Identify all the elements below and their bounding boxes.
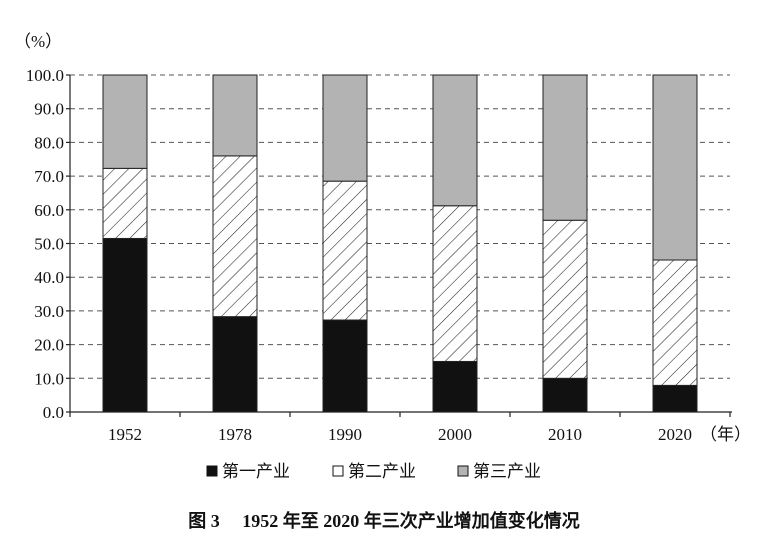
- figure-label: 图 3: [188, 511, 220, 531]
- legend-marker-primary: [206, 465, 218, 477]
- grid-lines: [70, 74, 730, 379]
- bar-1978-series-2: [212, 155, 258, 318]
- y-tick-label: 10.0: [34, 369, 64, 388]
- bar-1990-series-2: [322, 180, 368, 321]
- bar-1978-series-3: [212, 74, 258, 157]
- bar-1952-series-3: [102, 74, 148, 169]
- legend-item-tertiary: 第三产业: [457, 462, 541, 481]
- legend-label-secondary: 第二产业: [348, 462, 416, 481]
- y-tick-label: 0.0: [43, 403, 64, 422]
- axes: [66, 74, 732, 417]
- legend-item-primary: 第一产业: [206, 462, 290, 481]
- legend-label-primary: 第一产业: [222, 462, 290, 481]
- x-unit-label: （年）: [700, 425, 751, 444]
- bar-2020-series-1: [652, 384, 698, 413]
- figure-title: 1952 年至 2020 年三次产业增加值变化情况: [242, 510, 580, 531]
- bar-1990-series-1: [322, 319, 368, 413]
- bar-2010-series-1: [542, 377, 588, 413]
- bars: [102, 74, 698, 413]
- bar-2020-series-2: [652, 259, 698, 386]
- y-tick-label: 30.0: [34, 302, 64, 321]
- bar-1952-series-2: [102, 167, 148, 239]
- y-tick-labels: 0.0 10.0 20.0 30.0 40.0 50.0 60.0 70.0 80.0 90.0 1…: [26, 66, 64, 422]
- legend-item-secondary: 第二产业: [332, 462, 416, 481]
- bar-2000-series-2: [432, 205, 478, 362]
- bar-1978-series-1: [212, 316, 258, 413]
- bar-1952-series-1: [102, 237, 148, 413]
- x-tick-label: 2020: [658, 425, 692, 444]
- y-tick-label: 40.0: [34, 268, 64, 287]
- y-tick-label: 70.0: [34, 167, 64, 186]
- y-tick-label: 60.0: [34, 201, 64, 220]
- bar-2000-series-1: [432, 360, 478, 413]
- y-tick-label: 50.0: [34, 235, 64, 254]
- y-unit-label: （%）: [14, 32, 62, 51]
- bar-1990-series-3: [322, 74, 368, 182]
- x-tick-label: 2010: [548, 425, 582, 444]
- y-tick-label: 90.0: [34, 100, 64, 119]
- legend-marker-tertiary: [457, 465, 469, 477]
- legend: 第一产业 第二产业 第三产业: [206, 462, 541, 481]
- y-tick-label: 80.0: [34, 133, 64, 152]
- bar-2010-series-3: [542, 74, 588, 221]
- bar-2010-series-2: [542, 219, 588, 379]
- x-tick-label: 1990: [328, 425, 362, 444]
- legend-marker-secondary: [332, 465, 344, 477]
- x-tick-labels: 1952 1978 1990 2000 2010 2020: [108, 425, 692, 444]
- y-tick-label: 100.0: [26, 66, 64, 85]
- figure-caption: 图 3 1952 年至 2020 年三次产业增加值变化情况: [188, 510, 580, 531]
- x-tick-label: 1978: [218, 425, 252, 444]
- x-tick-label: 2000: [438, 425, 472, 444]
- bar-2020-series-3: [652, 74, 698, 261]
- x-tick-label: 1952: [108, 425, 142, 444]
- bar-2000-series-3: [432, 74, 478, 207]
- legend-label-tertiary: 第三产业: [473, 462, 541, 481]
- y-tick-label: 20.0: [34, 336, 64, 355]
